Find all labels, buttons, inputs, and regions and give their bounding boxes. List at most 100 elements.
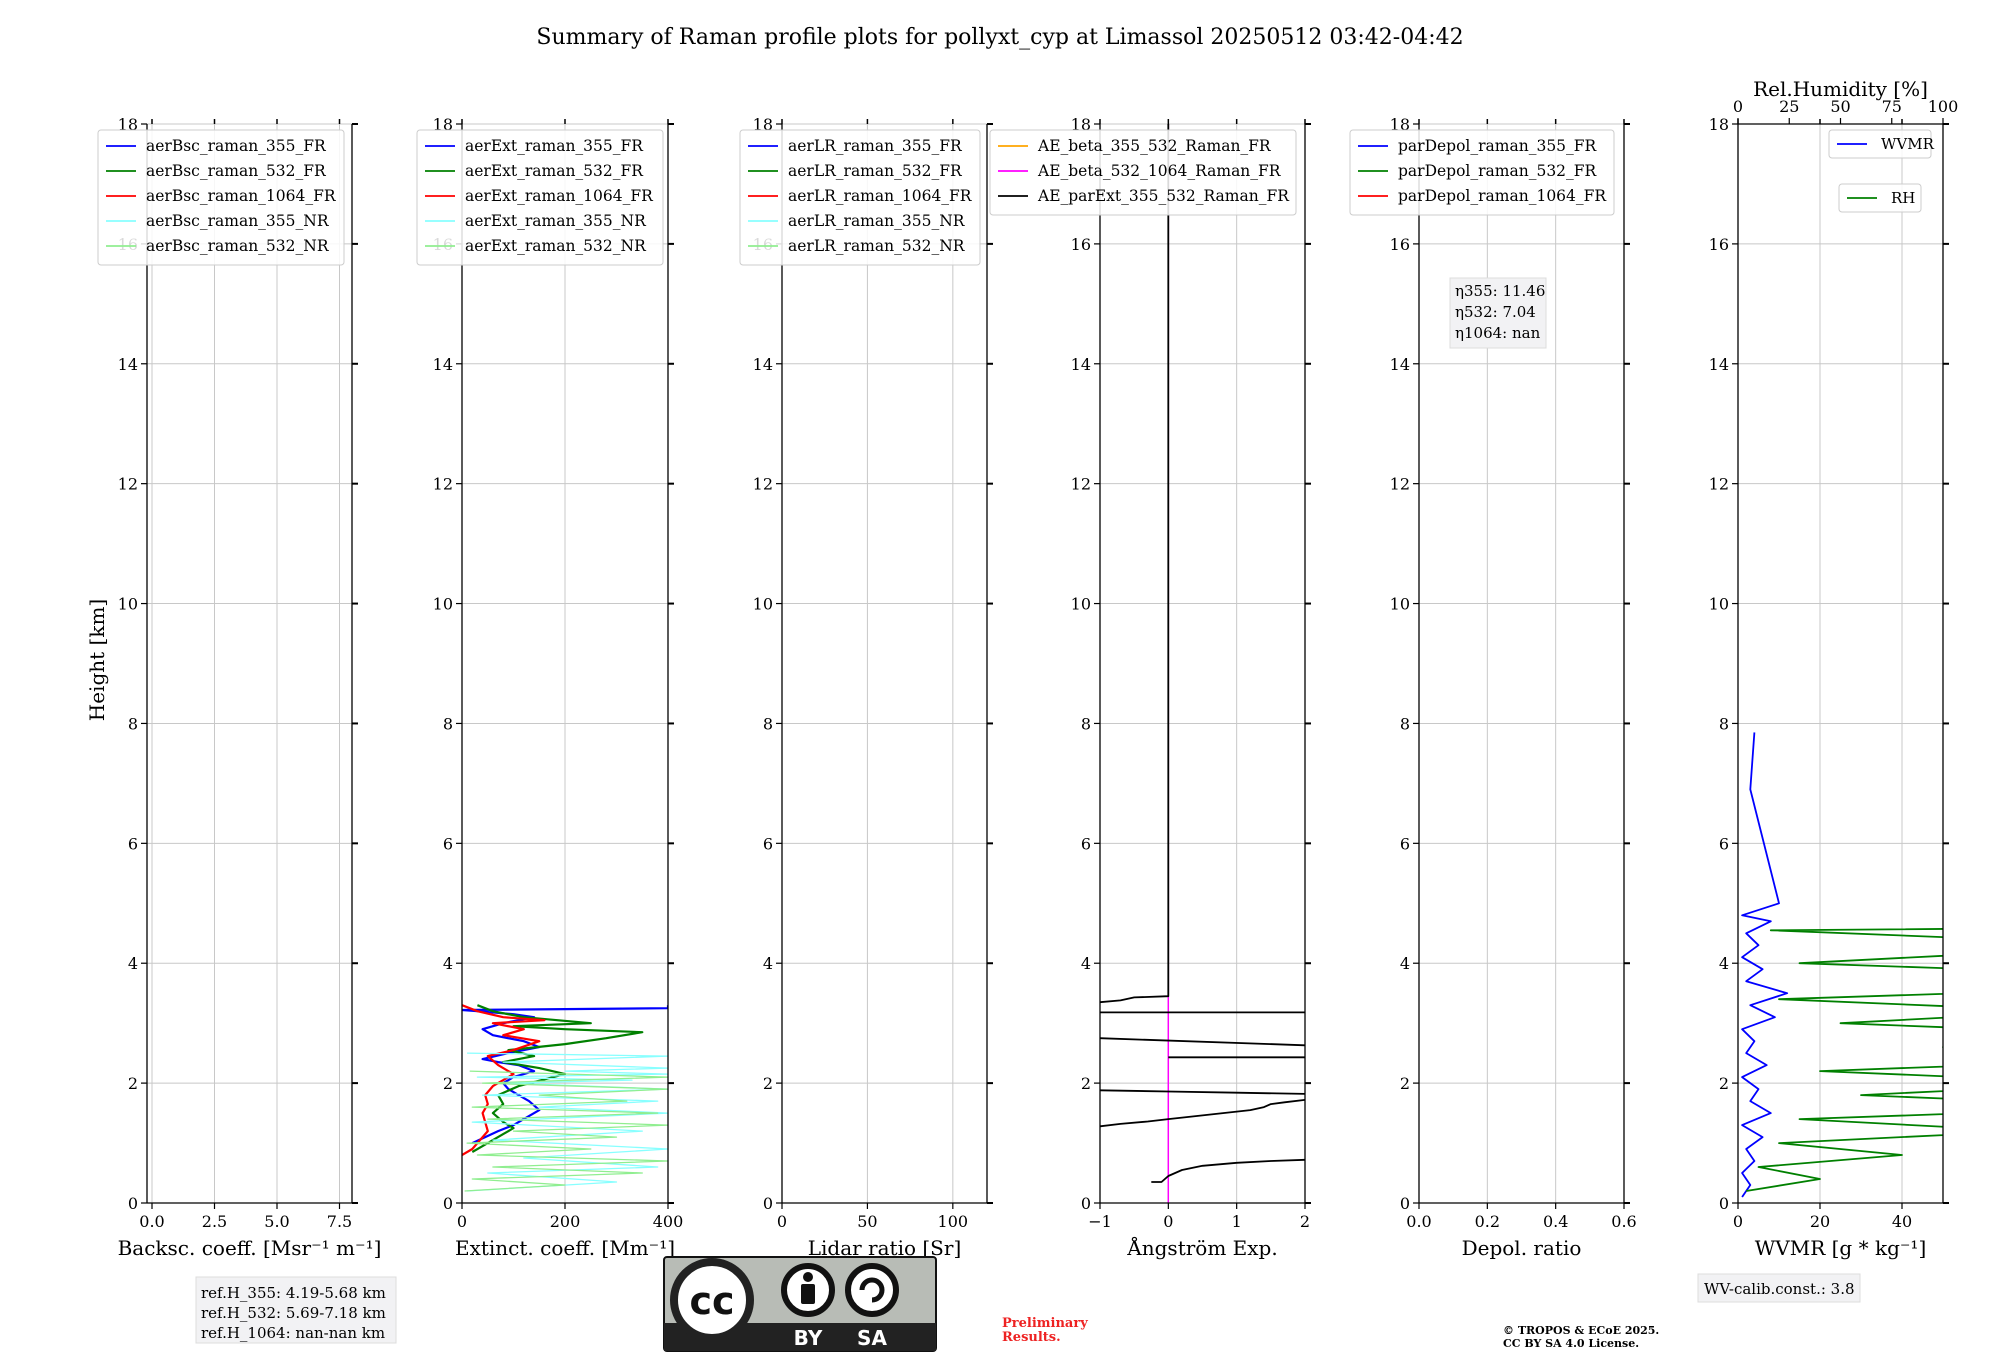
ytick-label: 4	[763, 954, 773, 973]
legend-label: aerBsc_raman_532_NR	[146, 237, 330, 255]
ytick-label: 12	[1071, 475, 1091, 494]
series-AE_parExt_355_532_Raman_FR_g	[1100, 124, 1170, 1004]
xtick-label: 0	[457, 1212, 467, 1231]
xtick-label: 100	[938, 1212, 969, 1231]
ytick-label: 12	[433, 475, 453, 494]
ytick-label: 14	[1071, 355, 1091, 374]
legend-label: AE_beta_355_532_Raman_FR	[1037, 137, 1272, 155]
top-xtick-label: 75	[1882, 97, 1902, 116]
ytick-label: 2	[1719, 1074, 1729, 1093]
legend-label: parDepol_raman_532_FR	[1398, 162, 1598, 180]
ytick-label: 18	[433, 115, 453, 134]
series-aerExt_raman_355_FR	[462, 1005, 668, 1145]
series-AE_parExt_355_532_Raman_FR	[1151, 1158, 1305, 1183]
ytick-label: 0	[763, 1194, 773, 1213]
legend-label: aerBsc_raman_355_NR	[146, 212, 330, 230]
series-group	[462, 1004, 668, 1192]
series-group	[1100, 124, 1305, 1203]
reference-heights-box: ref.H_355: 4.19-5.68 km ref.H_532: 5.69-…	[195, 1276, 397, 1344]
legend-label: AE_parExt_355_532_Raman_FR	[1037, 187, 1290, 205]
legend-label: aerExt_raman_355_NR	[465, 212, 647, 230]
legend-label: RH	[1891, 189, 1915, 207]
ytick-label: 12	[1390, 475, 1410, 494]
ytick-label: 16	[1071, 235, 1091, 254]
legend-frame	[416, 129, 664, 266]
legend-angstrom: AE_beta_355_532_Raman_FR AE_beta_532_1064…	[989, 129, 1297, 216]
legend-label: aerBsc_raman_1064_FR	[146, 187, 337, 205]
legend-label: AE_beta_532_1064_Raman_FR	[1037, 162, 1282, 180]
ytick-label: 14	[753, 355, 773, 374]
x-axis-label: WVMR [g * kg⁻¹]	[1755, 1236, 1927, 1260]
xtick-label: 0	[1163, 1212, 1173, 1231]
x-axis-label: Ångström Exp.	[1126, 1235, 1277, 1260]
top-xtick-label: 100	[1928, 97, 1959, 116]
ytick-label: 4	[1719, 954, 1729, 973]
legend-backscatter: aerBsc_raman_355_FR aerBsc_raman_532_FRae…	[97, 129, 345, 266]
ytick-label: 18	[1071, 115, 1091, 134]
series-AE_parExt_355_532_Raman_FR_c	[1100, 1089, 1305, 1095]
copyright-line1: © TROPOS & ECoE 2025.	[1503, 1324, 1659, 1337]
ytick-label: 8	[1719, 714, 1729, 733]
ytick-label: 10	[1071, 595, 1091, 614]
cc-sa-label: SA	[857, 1326, 887, 1350]
top-xtick-label: 50	[1830, 97, 1850, 116]
ytick-label: 4	[1081, 954, 1091, 973]
xtick-label: 7.5	[327, 1212, 352, 1231]
ytick-label: 8	[1400, 714, 1410, 733]
xtick-label: −1	[1088, 1212, 1112, 1231]
ytick-label: 18	[753, 115, 773, 134]
ytick-label: 18	[1390, 115, 1410, 134]
ytick-label: 4	[1400, 954, 1410, 973]
series-aerExt_raman_1064_FR	[462, 1004, 546, 1156]
xtick-label: 5.0	[264, 1212, 289, 1231]
ytick-label: 2	[443, 1074, 453, 1093]
legend-label: aerLR_raman_1064_FR	[788, 187, 973, 205]
ytick-label: 0	[128, 1194, 138, 1213]
legend-frame	[1838, 183, 1922, 213]
ytick-label: 18	[118, 115, 138, 134]
ytick-label: 18	[1709, 115, 1729, 134]
series-AE_parExt_355_532_Raman_FR_b	[1100, 1099, 1305, 1128]
attribution-icon-head	[803, 1272, 813, 1282]
ytick-label: 14	[118, 355, 138, 374]
ytick-label: 16	[1390, 235, 1410, 254]
series-aerExt_raman_355_NR	[467, 1052, 668, 1192]
ytick-label: 16	[1709, 235, 1729, 254]
y-axis-label: Height [km]	[85, 599, 109, 721]
legend-label: aerExt_raman_355_FR	[465, 137, 644, 155]
ytick-label: 8	[763, 714, 773, 733]
series-AE_parExt_355_532_Raman_FR_e	[1100, 1037, 1305, 1047]
ytick-label: 10	[753, 595, 773, 614]
legend-label: aerExt_raman_1064_FR	[465, 187, 654, 205]
ytick-label: 6	[128, 834, 138, 853]
legend-frame	[1349, 129, 1615, 216]
ytick-label: 4	[443, 954, 453, 973]
preliminary-line1: Preliminary	[1002, 1316, 1088, 1331]
series-aerExt_raman_532_NR	[464, 1070, 668, 1192]
ytick-label: 0	[1081, 1194, 1091, 1213]
ref-line-532: ref.H_532: 5.69-7.18 km	[201, 1304, 386, 1322]
panel-depolarization: 0 2 4 6 8 10 12 14 16 18 0.0 0.2 0.4 0.6 Depol. ratio p…	[1349, 115, 1637, 1260]
xtick-label: 0.0	[139, 1212, 164, 1231]
ytick-label: 6	[1719, 834, 1729, 853]
legend-water_vapor: WVMR RH	[1828, 129, 1935, 213]
xtick-label: 0	[777, 1212, 787, 1231]
xtick-label: 0	[1733, 1212, 1743, 1231]
legend-frame	[97, 129, 345, 266]
ytick-label: 6	[443, 834, 453, 853]
legend-label: aerExt_raman_532_NR	[465, 237, 647, 255]
ytick-label: 12	[753, 475, 773, 494]
legend-frame	[739, 129, 981, 266]
series-group	[1741, 732, 1943, 1198]
legend-label: aerExt_raman_532_FR	[465, 162, 644, 180]
ytick-label: 10	[1709, 595, 1729, 614]
cc-logo-text: cc	[689, 1279, 734, 1323]
xtick-label: 1	[1232, 1212, 1242, 1231]
ytick-label: 12	[118, 475, 138, 494]
ytick-label: 10	[118, 595, 138, 614]
ytick-label: 2	[1081, 1074, 1091, 1093]
series-WVMR	[1741, 732, 1789, 1198]
legend-label: aerBsc_raman_532_FR	[146, 162, 327, 180]
